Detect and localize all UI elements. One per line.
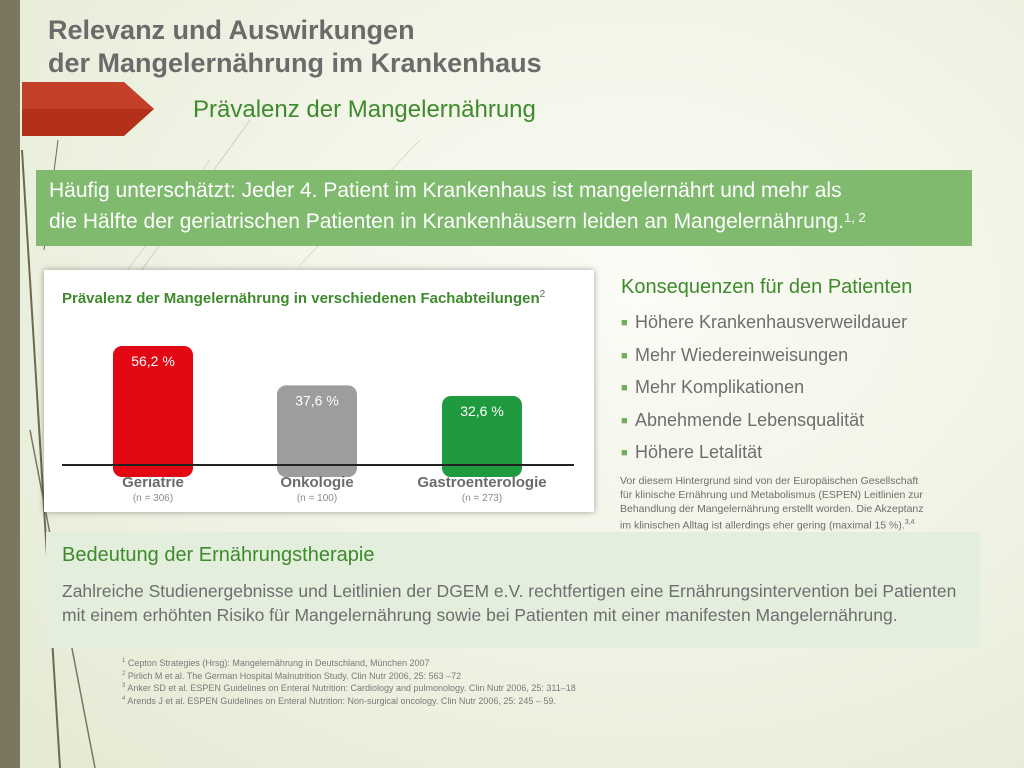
reference-number: 1 — [122, 658, 126, 664]
headline-refs: 1, 2 — [844, 210, 866, 225]
consequence-item: ■ Höhere Krankenhausverweildauer — [621, 309, 907, 342]
square-bullet-icon: ■ — [621, 447, 628, 459]
reference-text: Cepton Strategies (Hrsg): Mangelernährun… — [127, 658, 430, 668]
chart-card: Prävalenz der Mangelernährung in verschi… — [44, 270, 594, 512]
consequence-item: ■ Abnehmende Lebensqualität — [621, 407, 907, 440]
slide-title: Relevanz und Auswirkungen der Mangelernä… — [48, 14, 542, 80]
bar-chart: 56,2 % Geriatrie (n = 306) 37,6 % Onkologie (… — [62, 346, 574, 504]
left-sidebar-bar — [0, 0, 20, 768]
therapy-text: Zahlreiche Studienergebnisse und Leitlin… — [62, 581, 957, 625]
consequence-item-text: Höhere Letalität — [635, 442, 763, 462]
bar-value-label: 37,6 % — [295, 392, 339, 408]
reference-text: Pirlich M et al. The German Hospital Mal… — [127, 670, 462, 681]
therapy-box: Bedeutung der Ernährungstherapie Zahlrei… — [46, 532, 980, 648]
consequence-item: ■ Höhere Letalität — [621, 439, 907, 472]
headline-line-2: die Hälfte der geriatrischen Patienten i… — [49, 204, 972, 235]
bar-value-label: 56,2 % — [131, 353, 175, 369]
square-bullet-icon: ■ — [621, 382, 628, 394]
bar-value-label: 32,6 % — [460, 403, 504, 419]
reference-text: Arends J et al. ESPEN Guidelines on Ente… — [127, 696, 556, 707]
square-bullet-icon: ■ — [621, 317, 628, 329]
chart-title-text: Prävalenz der Mangelernährung in verschi… — [62, 290, 540, 307]
consequences-title: Konsequenzen für den Patienten — [621, 276, 913, 298]
reference-item: 3 Anker SD et al. ESPEN Guidelines on En… — [122, 681, 576, 694]
chart-title-ref: 2 — [539, 289, 546, 300]
title-arrow-marker — [22, 82, 154, 136]
reference-number: 4 — [122, 696, 126, 703]
consequence-item-text: Abnehmende Lebensqualität — [635, 409, 865, 430]
slide-title-line-2: der Mangelernährung im Krankenhaus — [48, 48, 542, 78]
reference-item: 4 Arends J et al. ESPEN Guidelines on En… — [122, 694, 576, 707]
slide-title-line-1: Relevanz und Auswirkungen — [48, 15, 415, 45]
headline-box: Häufig unterschätzt: Jeder 4. Patient im… — [36, 170, 972, 246]
note-line: für klinische Ernährung und Metabolismus… — [620, 489, 923, 501]
reference-item: 1 Cepton Strategies (Hrsg): Mangelernähr… — [122, 656, 576, 669]
note-line-last: im klinischen Alltag ist allerdings eher… — [620, 516, 970, 533]
sample-size-label: (n = 273) — [462, 493, 502, 504]
reference-text: Anker SD et al. ESPEN Guidelines on Ente… — [127, 683, 576, 694]
bar-geriatrie — [113, 346, 193, 477]
bar-gastroenterologie — [442, 395, 522, 477]
consequence-item: ■ Mehr Wiedereinweisungen — [621, 342, 907, 375]
consequence-item-text: Mehr Wiedereinweisungen — [635, 344, 849, 365]
reference-item: 2 Pirlich M et al. The German Hospital M… — [122, 669, 576, 682]
square-bullet-icon: ■ — [621, 414, 628, 427]
note-refs: 3,4 — [904, 519, 915, 526]
bar-onkologie — [277, 385, 357, 477]
consequence-item-text: Mehr Komplikationen — [635, 377, 805, 397]
consequence-item: ■ Mehr Komplikationen — [621, 374, 907, 407]
note-line: Behandlung der Mangelernährung erstellt … — [620, 503, 924, 515]
sample-size-label: (n = 100) — [297, 493, 337, 504]
consequences-list: ■ Höhere Krankenhausverweildauer ■ Mehr Wi… — [621, 309, 907, 472]
square-bullet-icon: ■ — [621, 349, 628, 362]
sample-size-label: (n = 306) — [133, 493, 173, 504]
note-line: Vor diesem Hintergrund sind von der Euro… — [620, 475, 919, 487]
category-label: Onkologie — [280, 474, 353, 491]
consequences-note: Vor diesem Hintergrund sind von der Euro… — [620, 474, 970, 533]
category-label: Geriatrie — [122, 474, 184, 491]
references: 1 Cepton Strategies (Hrsg): Mangelernähr… — [122, 656, 576, 707]
category-label: Gastroenterologie — [417, 474, 546, 491]
therapy-title: Bedeutung der Ernährungstherapie — [62, 544, 375, 566]
reference-number: 3 — [122, 683, 126, 690]
headline-line-1: Häufig unterschätzt: Jeder 4. Patient im… — [49, 179, 842, 202]
note-line: im klinischen Alltag ist allerdings eher… — [620, 519, 905, 532]
headline-line-2-text: die Hälfte der geriatrischen Patienten i… — [49, 210, 845, 233]
slide-subtitle: Prävalenz der Mangelernährung — [193, 96, 536, 123]
chart-title: Prävalenz der Mangelernährung in verschi… — [62, 289, 545, 307]
consequence-item-text: Höhere Krankenhausverweildauer — [635, 312, 908, 332]
reference-number: 2 — [122, 670, 126, 677]
